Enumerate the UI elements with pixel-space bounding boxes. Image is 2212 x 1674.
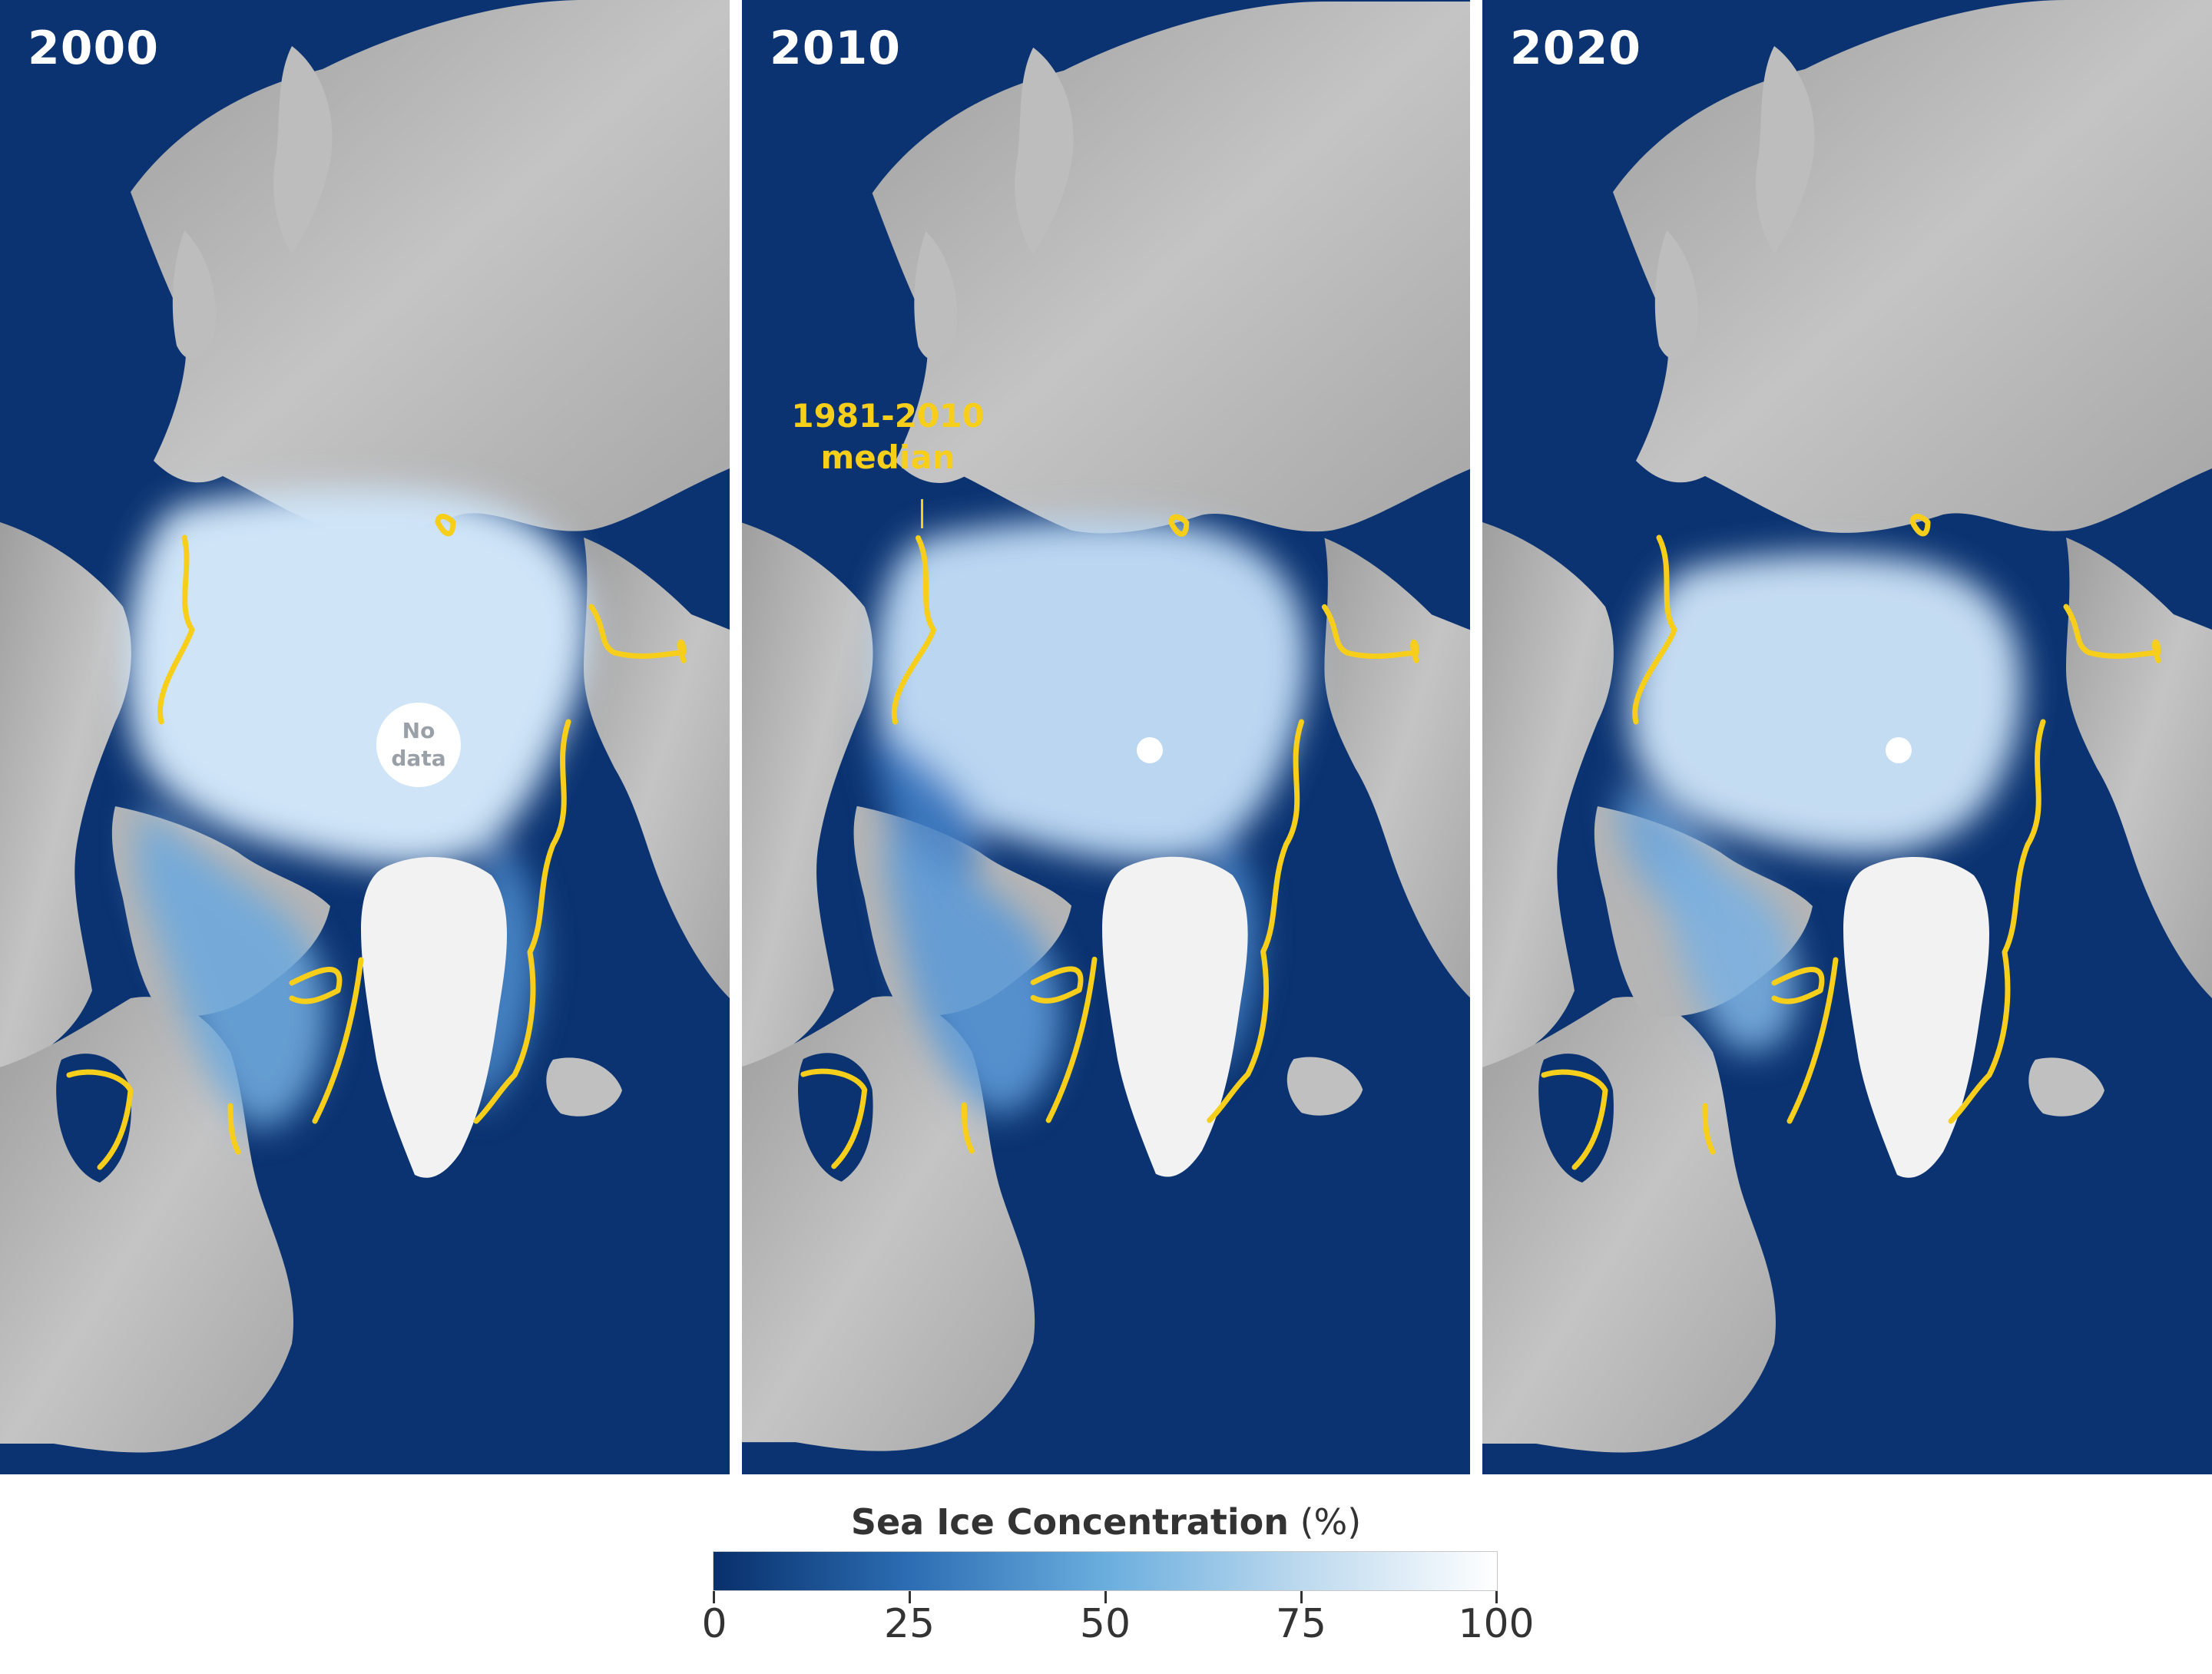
legend-title-text: Sea Ice Concentration bbox=[850, 1501, 1289, 1543]
legend-tick bbox=[1495, 1591, 1498, 1603]
legend-tick-label: 25 bbox=[883, 1601, 935, 1647]
legend-tick bbox=[909, 1591, 911, 1603]
map-panel-2020: 2020 bbox=[1482, 0, 2212, 1474]
panel-year-label: 2010 bbox=[770, 22, 901, 75]
map-2010 bbox=[742, 2, 1470, 1451]
legend-colorbar bbox=[713, 1551, 1498, 1591]
legend-tick bbox=[713, 1591, 715, 1603]
map-panel-2000: 2000 No data bbox=[0, 0, 730, 1474]
median-annotation-pointer bbox=[921, 499, 923, 528]
pole-hole-marker bbox=[1137, 737, 1163, 763]
legend-title: Sea Ice Concentration (%) bbox=[714, 1501, 1498, 1543]
pole-hole-marker bbox=[1886, 737, 1912, 763]
legend-tick-label: 0 bbox=[701, 1601, 727, 1647]
legend-tick bbox=[1300, 1591, 1303, 1603]
no-data-line2: data bbox=[391, 746, 446, 771]
no-data-marker: No data bbox=[376, 703, 461, 787]
legend-tick bbox=[1104, 1591, 1107, 1603]
median-annotation-line2: median bbox=[820, 438, 955, 476]
legend-tick-label: 75 bbox=[1275, 1601, 1327, 1647]
median-annotation: 1981-2010 median bbox=[788, 395, 988, 478]
map-panel-2010: 2010 1981-2010 median bbox=[742, 0, 1470, 1474]
median-annotation-line1: 1981-2010 bbox=[791, 397, 985, 435]
no-data-line1: No bbox=[402, 718, 435, 743]
legend-tick-label: 100 bbox=[1458, 1601, 1535, 1647]
map-2000 bbox=[0, 0, 730, 1453]
panel-year-label: 2020 bbox=[1510, 22, 1641, 75]
legend-unit: (%) bbox=[1300, 1501, 1362, 1543]
map-2020 bbox=[1482, 0, 2212, 1453]
panel-year-label: 2000 bbox=[28, 22, 159, 75]
legend-tick-label: 50 bbox=[1079, 1601, 1131, 1647]
